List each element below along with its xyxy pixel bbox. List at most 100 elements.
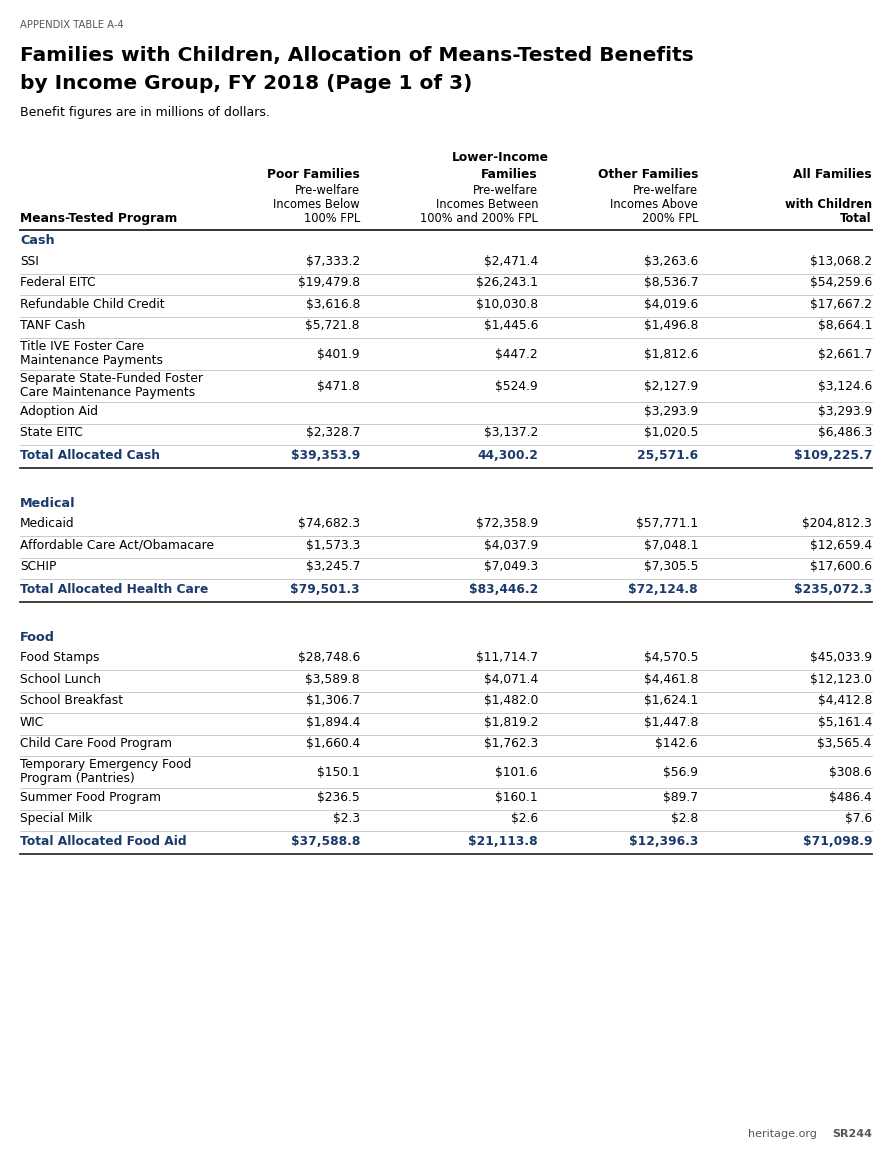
Text: $3,137.2: $3,137.2 — [484, 426, 538, 440]
Text: School Lunch: School Lunch — [20, 672, 101, 686]
Text: Families with Children, Allocation of Means-Tested Benefits: Families with Children, Allocation of Me… — [20, 46, 694, 65]
Text: $401.9: $401.9 — [317, 348, 360, 361]
Text: Food Stamps: Food Stamps — [20, 651, 100, 664]
Text: SSI: SSI — [20, 254, 39, 268]
Text: Benefit figures are in millions of dollars.: Benefit figures are in millions of dolla… — [20, 106, 270, 119]
Text: $524.9: $524.9 — [495, 380, 538, 393]
Text: Incomes Between: Incomes Between — [436, 198, 538, 211]
Text: WIC: WIC — [20, 715, 44, 728]
Text: $4,412.8: $4,412.8 — [818, 694, 872, 707]
Text: Affordable Care Act/Obamacare: Affordable Care Act/Obamacare — [20, 539, 214, 552]
Text: Refundable Child Credit: Refundable Child Credit — [20, 298, 164, 310]
Text: Total Allocated Food Aid: Total Allocated Food Aid — [20, 834, 187, 847]
Text: Special Milk: Special Milk — [20, 812, 92, 825]
Text: $17,667.2: $17,667.2 — [810, 298, 872, 310]
Text: Total Allocated Cash: Total Allocated Cash — [20, 449, 160, 462]
Text: $2,471.4: $2,471.4 — [484, 254, 538, 268]
Text: $5,721.8: $5,721.8 — [306, 320, 360, 333]
Text: $56.9: $56.9 — [663, 766, 698, 778]
Text: $5,161.4: $5,161.4 — [818, 715, 872, 728]
Text: $8,536.7: $8,536.7 — [644, 277, 698, 289]
Text: Lower-Income: Lower-Income — [452, 151, 548, 165]
Text: $11,714.7: $11,714.7 — [476, 651, 538, 664]
Text: Federal EITC: Federal EITC — [20, 277, 95, 289]
Text: SR244: SR244 — [832, 1128, 872, 1139]
Text: SCHIP: SCHIP — [20, 560, 57, 573]
Text: 44,300.2: 44,300.2 — [477, 449, 538, 462]
Text: Incomes Above: Incomes Above — [610, 198, 698, 211]
Text: Pre-welfare: Pre-welfare — [473, 184, 538, 197]
Text: Care Maintenance Payments: Care Maintenance Payments — [20, 386, 195, 399]
Text: Food: Food — [20, 631, 55, 644]
Text: 25,571.6: 25,571.6 — [636, 449, 698, 462]
Text: $13,068.2: $13,068.2 — [810, 254, 872, 268]
Text: $160.1: $160.1 — [495, 791, 538, 804]
Text: $4,037.9: $4,037.9 — [484, 539, 538, 552]
Text: $83,446.2: $83,446.2 — [469, 582, 538, 596]
Text: All Families: All Families — [793, 168, 872, 182]
Text: $3,616.8: $3,616.8 — [306, 298, 360, 310]
Text: $37,588.8: $37,588.8 — [291, 834, 360, 847]
Text: heritage.org: heritage.org — [748, 1128, 817, 1139]
Text: $21,113.8: $21,113.8 — [469, 834, 538, 847]
Text: $12,659.4: $12,659.4 — [810, 539, 872, 552]
Text: $19,479.8: $19,479.8 — [298, 277, 360, 289]
Text: $7,049.3: $7,049.3 — [484, 560, 538, 573]
Text: $45,033.9: $45,033.9 — [810, 651, 872, 664]
Text: $2,328.7: $2,328.7 — [306, 426, 360, 440]
Text: $89.7: $89.7 — [663, 791, 698, 804]
Text: $1,306.7: $1,306.7 — [306, 694, 360, 707]
Text: $1,812.6: $1,812.6 — [644, 348, 698, 361]
Text: Medicaid: Medicaid — [20, 517, 74, 530]
Text: $1,819.2: $1,819.2 — [484, 715, 538, 728]
Text: $109,225.7: $109,225.7 — [794, 449, 872, 462]
Text: $3,124.6: $3,124.6 — [818, 380, 872, 393]
Text: $57,771.1: $57,771.1 — [636, 517, 698, 530]
Text: APPENDIX TABLE A-4: APPENDIX TABLE A-4 — [20, 20, 124, 30]
Text: Maintenance Payments: Maintenance Payments — [20, 355, 163, 368]
Text: Poor Families: Poor Families — [267, 168, 360, 182]
Text: $4,019.6: $4,019.6 — [644, 298, 698, 310]
Text: $7,305.5: $7,305.5 — [644, 560, 698, 573]
Text: Summer Food Program: Summer Food Program — [20, 791, 161, 804]
Text: $7,333.2: $7,333.2 — [306, 254, 360, 268]
Text: $2,661.7: $2,661.7 — [818, 348, 872, 361]
Text: Pre-welfare: Pre-welfare — [295, 184, 360, 197]
Text: $486.4: $486.4 — [829, 791, 872, 804]
Text: $1,447.8: $1,447.8 — [644, 715, 698, 728]
Text: Title IVE Foster Care: Title IVE Foster Care — [20, 340, 144, 352]
Text: 100% FPL: 100% FPL — [304, 212, 360, 225]
Text: Medical: Medical — [20, 497, 76, 510]
Text: $4,461.8: $4,461.8 — [644, 672, 698, 686]
Text: $7,048.1: $7,048.1 — [644, 539, 698, 552]
Text: $1,445.6: $1,445.6 — [484, 320, 538, 333]
Text: Total: Total — [841, 212, 872, 225]
Text: Families: Families — [482, 168, 538, 182]
Text: $236.5: $236.5 — [317, 791, 360, 804]
Text: $101.6: $101.6 — [495, 766, 538, 778]
Text: $72,358.9: $72,358.9 — [476, 517, 538, 530]
Text: $12,396.3: $12,396.3 — [629, 834, 698, 847]
Text: $17,600.6: $17,600.6 — [810, 560, 872, 573]
Text: School Breakfast: School Breakfast — [20, 694, 123, 707]
Text: $79,501.3: $79,501.3 — [290, 582, 360, 596]
Text: with Children: with Children — [785, 198, 872, 211]
Text: Temporary Emergency Food: Temporary Emergency Food — [20, 757, 191, 770]
Text: $1,660.4: $1,660.4 — [306, 738, 360, 750]
Text: $4,570.5: $4,570.5 — [644, 651, 698, 664]
Text: Total Allocated Health Care: Total Allocated Health Care — [20, 582, 209, 596]
Text: $6,486.3: $6,486.3 — [818, 426, 872, 440]
Text: $28,748.6: $28,748.6 — [298, 651, 360, 664]
Text: Cash: Cash — [20, 235, 55, 247]
Text: $235,072.3: $235,072.3 — [794, 582, 872, 596]
Text: $150.1: $150.1 — [317, 766, 360, 778]
Text: State EITC: State EITC — [20, 426, 83, 440]
Text: $71,098.9: $71,098.9 — [803, 834, 872, 847]
Text: $54,259.6: $54,259.6 — [810, 277, 872, 289]
Text: $12,123.0: $12,123.0 — [810, 672, 872, 686]
Text: $142.6: $142.6 — [655, 738, 698, 750]
Text: $3,245.7: $3,245.7 — [306, 560, 360, 573]
Text: $2.8: $2.8 — [671, 812, 698, 825]
Text: $2.3: $2.3 — [333, 812, 360, 825]
Text: $1,762.3: $1,762.3 — [484, 738, 538, 750]
